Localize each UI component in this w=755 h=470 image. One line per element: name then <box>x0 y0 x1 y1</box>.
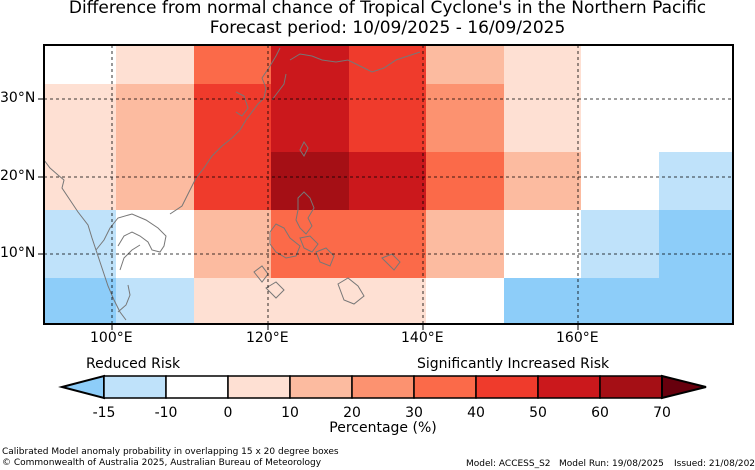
anomaly-cell <box>349 210 427 279</box>
anomaly-cell <box>271 152 350 211</box>
anomaly-cell <box>659 210 734 279</box>
colorbar-boxes <box>58 374 707 400</box>
anomaly-cell <box>116 278 195 325</box>
lon-label-120e: 120°E <box>246 330 289 346</box>
anomaly-cell <box>271 278 350 325</box>
anomaly-cell <box>194 278 272 325</box>
anomaly-cell <box>194 45 272 85</box>
anomaly-cell <box>349 45 427 85</box>
anomaly-cell <box>426 278 505 325</box>
anomaly-cell <box>116 152 195 211</box>
increased-risk-label: Significantly Increased Risk <box>417 356 610 372</box>
anomaly-cell <box>504 152 582 211</box>
anomaly-cell <box>504 210 582 279</box>
anomaly-cell <box>44 210 117 279</box>
map-frame <box>43 44 734 325</box>
anomaly-cell <box>504 84 582 153</box>
colorbar-arrow-low <box>58 374 105 400</box>
colorbar-box <box>165 375 229 399</box>
anomaly-cell <box>581 278 660 325</box>
colorbar-box <box>413 375 477 399</box>
lon-label-100e: 100°E <box>90 330 133 346</box>
colorbar-tick-label: 40 <box>467 405 485 421</box>
colorbar-box <box>103 375 167 399</box>
anomaly-cell <box>44 84 117 153</box>
colorbar-box <box>351 375 415 399</box>
anomaly-cell <box>581 210 660 279</box>
anomaly-cell <box>44 152 117 211</box>
anomaly-cell <box>659 84 734 153</box>
anomaly-cell <box>271 84 350 153</box>
colorbar-tick-label: 10 <box>281 405 299 421</box>
footer-description: Calibrated Model anomaly probability in … <box>2 447 339 457</box>
colorbar-box <box>475 375 539 399</box>
lat-label-10n: 10°N <box>0 245 36 261</box>
colorbar-tick-label: 30 <box>405 405 423 421</box>
lat-label-20n: 20°N <box>0 168 36 184</box>
colorbar-box <box>227 375 291 399</box>
anomaly-cell <box>504 45 582 85</box>
colorbar-tick-label: 0 <box>223 405 233 421</box>
anomaly-cell <box>659 152 734 211</box>
reduced-risk-label: Reduced Risk <box>86 356 181 372</box>
anomaly-cell <box>504 278 582 325</box>
colorbar-box <box>599 375 663 399</box>
anomaly-cell <box>44 278 117 325</box>
anomaly-cell <box>581 84 660 153</box>
lon-label-140e: 140°E <box>401 330 444 346</box>
anomaly-cell <box>426 210 505 279</box>
anomaly-cell <box>194 210 272 279</box>
graticule-lines <box>44 45 733 324</box>
colorbar-tick-label: 70 <box>653 405 671 421</box>
footer-model: Model: ACCESS_S2 <box>466 459 551 469</box>
colorbar-arrow-high <box>661 374 707 400</box>
anomaly-cell <box>116 210 195 279</box>
anomaly-cell <box>349 84 427 153</box>
anomaly-cell <box>194 152 272 211</box>
anomaly-cell <box>44 45 117 85</box>
footer-copyright: © Commonwealth of Australia 2025, Austra… <box>2 458 322 468</box>
colorbar-box <box>289 375 353 399</box>
anomaly-grid-cells <box>44 45 734 325</box>
anomaly-cell <box>116 45 195 85</box>
colorbar-tick-label: 20 <box>343 405 361 421</box>
anomaly-cell <box>271 45 350 85</box>
lon-label-160e: 160°E <box>556 330 599 346</box>
colorbar-box <box>537 375 601 399</box>
anomaly-cell <box>349 152 427 211</box>
anomaly-cell <box>349 278 427 325</box>
anomaly-cell <box>659 278 734 325</box>
anomaly-cell <box>426 45 505 85</box>
colorbar-tick-label: 50 <box>529 405 547 421</box>
anomaly-cell <box>426 84 505 153</box>
anomaly-cell <box>116 84 195 153</box>
footer-issued: Issued: 21/08/2025 <box>674 459 755 469</box>
colorbar-tick-label: -10 <box>154 405 178 421</box>
anomaly-cell <box>194 84 272 153</box>
anomaly-cell <box>426 152 505 211</box>
tick-marks <box>38 98 579 330</box>
title-line-2: Forecast period: 10/09/2025 - 16/09/2025 <box>209 18 566 38</box>
lat-label-30n: 30°N <box>0 90 36 106</box>
anomaly-cell <box>659 45 734 85</box>
anomaly-cell <box>581 45 660 85</box>
title-line-1: Difference from normal chance of Tropica… <box>68 0 707 18</box>
colorbar-tick-label: 60 <box>591 405 609 421</box>
colorbar-tick-label: -15 <box>92 405 116 421</box>
footer-model-run: Model Run: 19/08/2025 <box>559 459 664 469</box>
colorbar-title: Percentage (%) <box>329 420 437 436</box>
anomaly-cell <box>581 152 660 211</box>
